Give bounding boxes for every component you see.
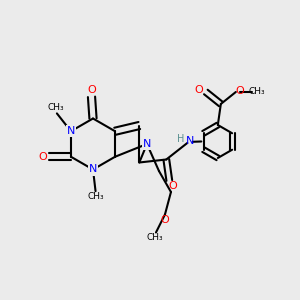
Text: O: O: [160, 215, 169, 225]
Text: CH₃: CH₃: [249, 88, 266, 97]
Text: N: N: [143, 139, 151, 149]
Text: CH₃: CH₃: [146, 233, 163, 242]
Text: O: O: [195, 85, 204, 94]
Text: N: N: [89, 164, 97, 175]
Text: N: N: [185, 136, 194, 146]
Text: CH₃: CH₃: [47, 103, 64, 112]
Text: O: O: [87, 85, 96, 95]
Text: O: O: [168, 182, 177, 191]
Text: O: O: [38, 152, 47, 162]
Text: O: O: [236, 86, 244, 96]
Text: N: N: [67, 126, 75, 136]
Text: H: H: [177, 134, 184, 144]
Text: CH₃: CH₃: [87, 192, 104, 201]
